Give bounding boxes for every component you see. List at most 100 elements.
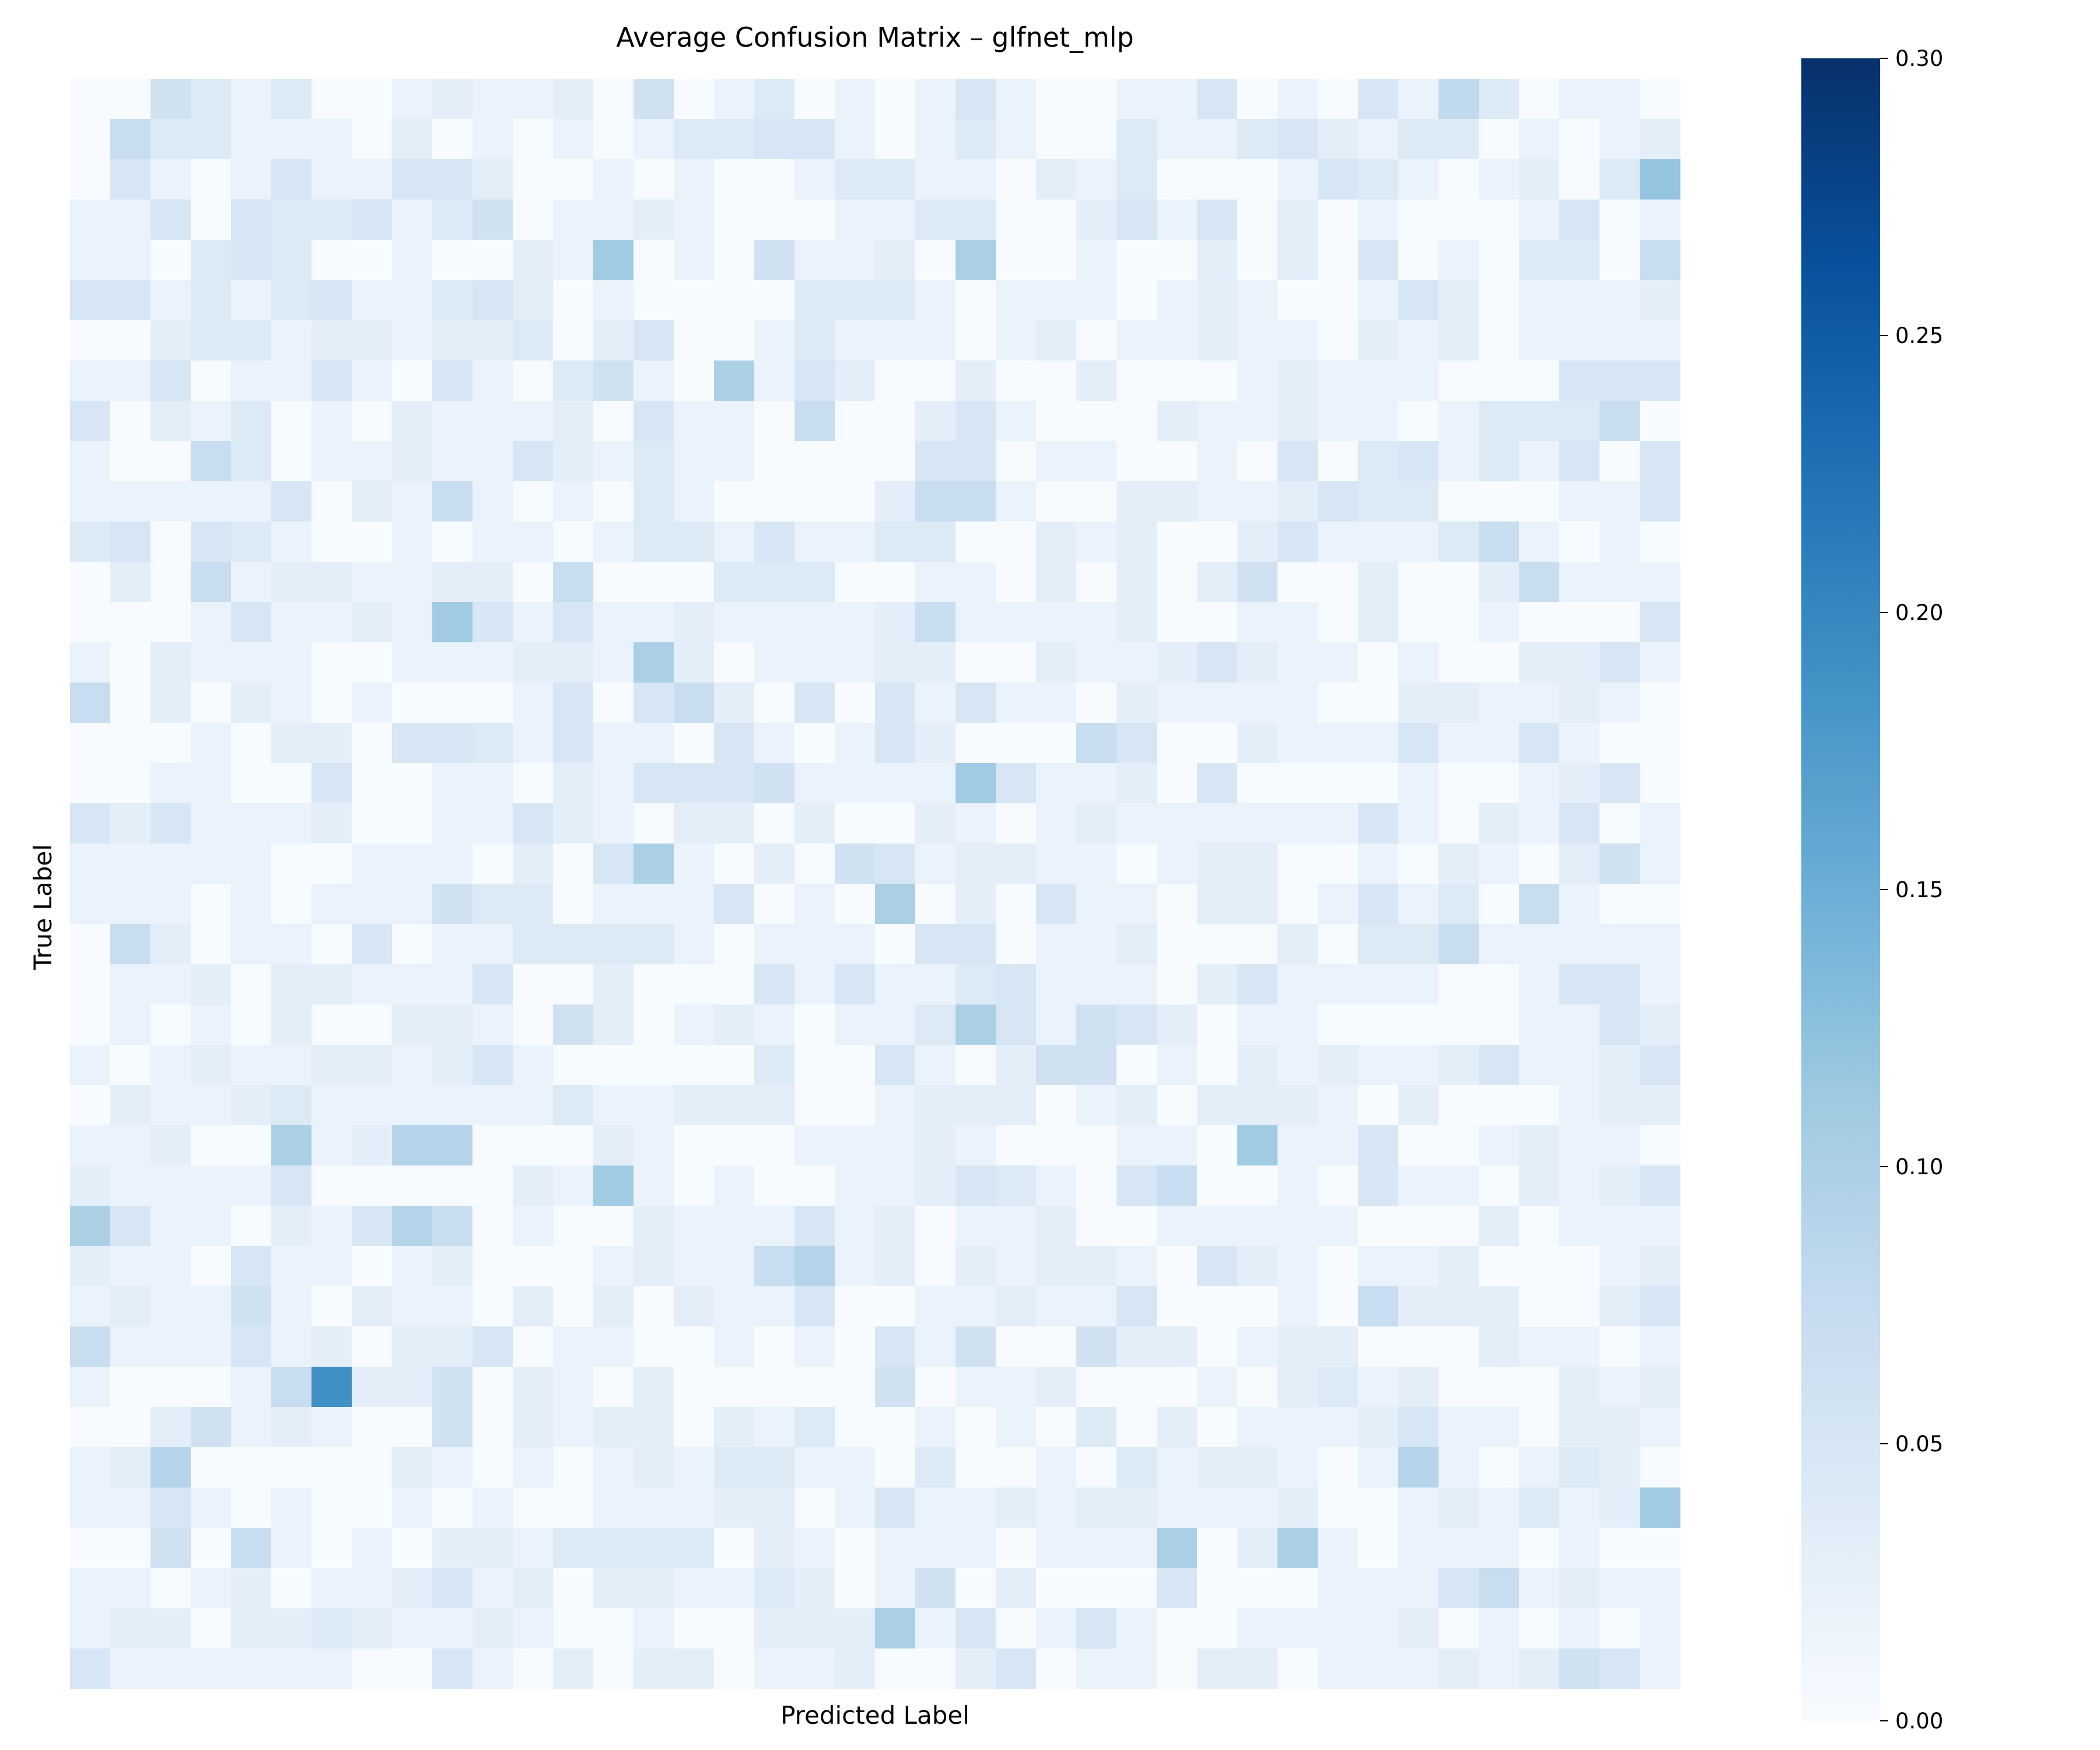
heatmap-cell (1479, 562, 1520, 603)
heatmap-cell (1479, 280, 1520, 321)
heatmap-cell (1519, 924, 1560, 965)
heatmap-cell (191, 803, 232, 844)
heatmap-cell (915, 1488, 956, 1528)
heatmap-cell (875, 1447, 916, 1488)
heatmap-cell (1358, 924, 1399, 965)
heatmap-cell (312, 924, 352, 965)
heatmap-cell (714, 1005, 755, 1045)
heatmap-cell (1076, 401, 1117, 442)
heatmap-cell (835, 1085, 876, 1126)
heatmap-cell (231, 1085, 272, 1126)
heatmap-cell (634, 200, 674, 240)
heatmap-cell (1358, 1528, 1399, 1569)
heatmap-cell (1600, 1206, 1640, 1247)
heatmap-cell (754, 844, 795, 884)
heatmap-cell (392, 1005, 433, 1045)
heatmap-cell (1600, 562, 1640, 603)
heatmap-cell (191, 1407, 232, 1448)
heatmap-cell (1559, 1447, 1600, 1488)
heatmap-cell (996, 1085, 1037, 1126)
heatmap-cell (1640, 401, 1681, 442)
heatmap-cell (271, 1125, 312, 1166)
heatmap-cell (1519, 1407, 1560, 1448)
heatmap-cell (1640, 1286, 1681, 1327)
heatmap-cell (231, 441, 272, 482)
heatmap-cell (634, 1648, 674, 1689)
heatmap-cell (231, 642, 272, 683)
heatmap-cell (915, 1528, 956, 1569)
heatmap-cell (1157, 522, 1198, 562)
heatmap-cell (110, 1085, 151, 1126)
heatmap-cell (432, 1568, 473, 1609)
heatmap-cell (714, 924, 755, 965)
heatmap-cell (1640, 1085, 1681, 1126)
heatmap-cell (835, 642, 876, 683)
heatmap-cell (352, 280, 393, 321)
heatmap-cell (1197, 964, 1238, 1005)
heatmap-cell (553, 1286, 594, 1327)
heatmap-cell (352, 1528, 393, 1569)
heatmap-cell (392, 1447, 433, 1488)
heatmap-cell (634, 119, 674, 160)
heatmap-cell (473, 1246, 513, 1287)
heatmap-cell (956, 320, 996, 361)
heatmap-cell (392, 522, 433, 562)
heatmap-cell (312, 723, 352, 764)
heatmap-cell (875, 1045, 916, 1086)
heatmap-cell (191, 964, 232, 1005)
heatmap-cell (1479, 884, 1520, 925)
heatmap-cell (1116, 884, 1157, 925)
heatmap-cell (593, 1286, 634, 1327)
heatmap-cell (1036, 1407, 1077, 1448)
heatmap-cell (312, 1166, 352, 1206)
heatmap-cell (674, 1608, 715, 1649)
heatmap-cell (231, 1447, 272, 1488)
heatmap-cell (231, 1246, 272, 1287)
heatmap-cell (634, 723, 674, 764)
heatmap-cell (513, 481, 554, 522)
heatmap-cell (1278, 280, 1318, 321)
heatmap-cell (1157, 1005, 1198, 1045)
heatmap-cell (1600, 1447, 1640, 1488)
heatmap-cell (392, 682, 433, 723)
heatmap-cell (312, 562, 352, 603)
heatmap-cell (714, 884, 755, 925)
heatmap-cell (593, 602, 634, 643)
heatmap-cell (1640, 1488, 1681, 1528)
heatmap-cell (875, 360, 916, 401)
heatmap-cell (1398, 1447, 1439, 1488)
heatmap-cell (1116, 1648, 1157, 1689)
chart-title: Average Confusion Matrix – glfnet_mlp (616, 22, 1133, 53)
heatmap-cell (1479, 682, 1520, 723)
heatmap-cell (1519, 1367, 1560, 1408)
heatmap-cell (70, 1367, 111, 1408)
heatmap-cell (1036, 844, 1077, 884)
heatmap-cell (1358, 1125, 1399, 1166)
heatmap-cell (1157, 1367, 1198, 1408)
heatmap-cell (835, 1488, 876, 1528)
heatmap-cell (794, 1447, 835, 1488)
heatmap-cell (1398, 1367, 1439, 1408)
heatmap-cell (1479, 1407, 1520, 1448)
heatmap-cell (1237, 1206, 1278, 1247)
heatmap-cell (231, 159, 272, 200)
heatmap-cell (996, 360, 1037, 401)
heatmap-cell (70, 602, 111, 643)
heatmap-cell (231, 682, 272, 723)
heatmap-cell (392, 481, 433, 522)
colorbar-tick-label: 0.10 (1895, 1154, 1943, 1180)
heatmap-cell (1157, 562, 1198, 603)
heatmap-cell (1438, 1447, 1479, 1488)
heatmap-cell (915, 1166, 956, 1206)
heatmap-cell (312, 240, 352, 281)
heatmap-cell (271, 803, 312, 844)
heatmap-cell (714, 200, 755, 240)
heatmap-cell (312, 1608, 352, 1649)
heatmap-cell (674, 1447, 715, 1488)
heatmap-cell (1600, 240, 1640, 281)
heatmap-cell (915, 441, 956, 482)
heatmap-cell (1519, 723, 1560, 764)
heatmap-cell (1036, 1326, 1077, 1367)
heatmap-cell (956, 1045, 996, 1086)
